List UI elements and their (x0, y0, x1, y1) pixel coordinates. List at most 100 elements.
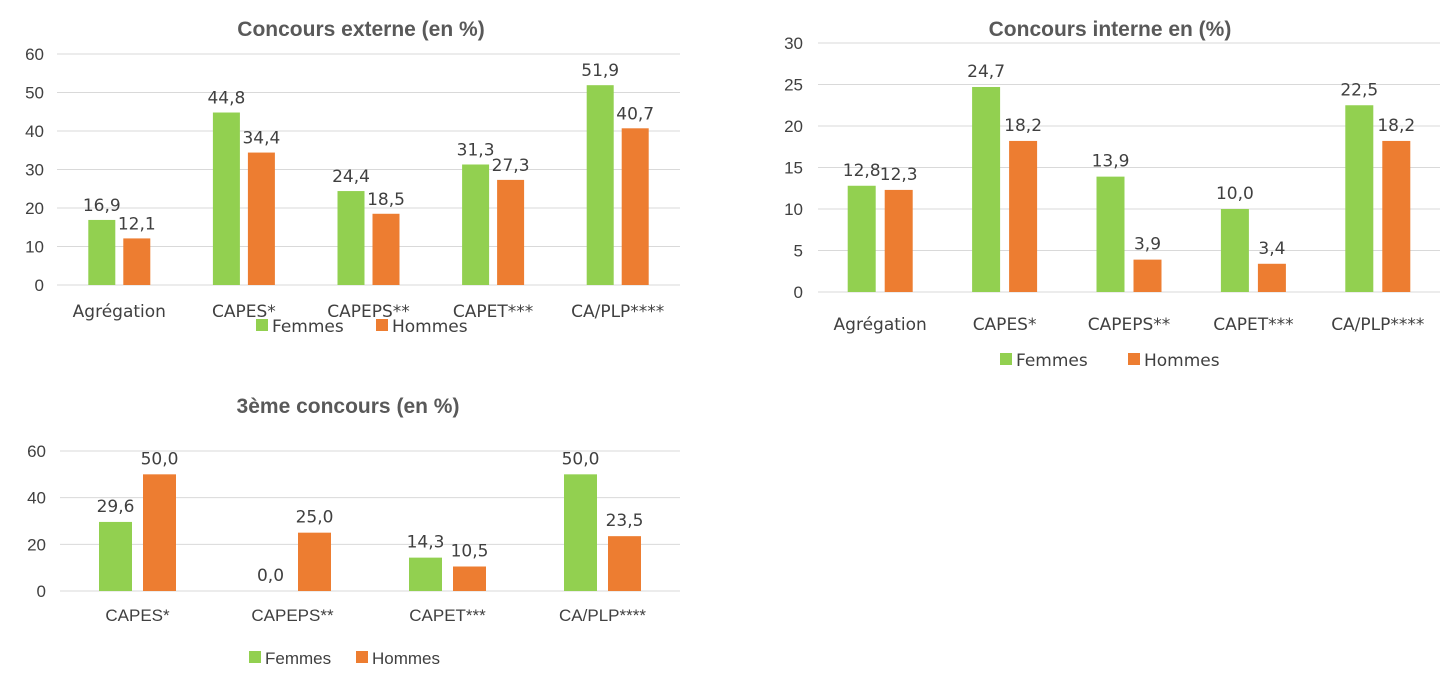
bar-hommes (1382, 140, 1411, 292)
bar-femmes (212, 112, 240, 286)
data-label: 13,9 (1092, 152, 1130, 172)
data-label: 29,6 (97, 497, 135, 517)
x-category-label: CAPES* (105, 606, 170, 625)
y-tick-label: 50 (25, 84, 44, 103)
x-category-label: CAPEPS** (251, 606, 334, 625)
bar-hommes (884, 189, 913, 292)
bar-femmes (564, 474, 597, 591)
chart-1: Concours externe (en %) 0 10 20 30 40 50 60 Agré… (25, 18, 680, 337)
bar-femmes (847, 185, 876, 292)
data-label: 10,5 (451, 542, 489, 562)
bar-femmes (99, 521, 132, 591)
y-tick-label: 60 (27, 442, 46, 461)
data-label: 18,2 (1377, 116, 1415, 136)
chart-title: 3ème concours (en %) (237, 395, 460, 418)
y-tick-label: 0 (35, 276, 44, 295)
data-label: 18,2 (1004, 116, 1042, 136)
legend-label-femmes: Femmes (272, 317, 344, 337)
bar-femmes (337, 191, 365, 285)
legend-swatch-femmes (1000, 353, 1012, 365)
bar-hommes (1133, 259, 1162, 292)
legend-label-hommes: Hommes (1144, 351, 1220, 371)
data-label: 12,1 (118, 214, 156, 234)
x-category-label: CAPES* (212, 302, 276, 322)
bar-femmes (462, 164, 490, 285)
bar-femmes (972, 86, 1001, 293)
legend-swatch-femmes (249, 651, 261, 663)
bar-femmes (1220, 209, 1249, 292)
data-label: 3,4 (1258, 239, 1285, 259)
bar-hommes (621, 128, 649, 285)
bar-femmes (586, 85, 614, 285)
data-label: 50,0 (141, 449, 179, 469)
data-label: 51,9 (581, 61, 619, 81)
bar-hommes (247, 152, 275, 285)
x-category-label: CA/PLP**** (571, 302, 664, 322)
legend-label-femmes: Femmes (265, 649, 331, 668)
y-tick-label: 60 (25, 45, 44, 64)
data-label: 16,9 (83, 196, 121, 216)
bar-hommes (143, 474, 176, 591)
y-tick-label: 5 (794, 242, 803, 261)
data-label: 10,0 (1216, 184, 1254, 204)
y-tick-label: 25 (784, 76, 803, 95)
data-label: 31,3 (457, 140, 495, 160)
legend-label-hommes: Hommes (372, 649, 440, 668)
data-label: 18,5 (367, 190, 405, 210)
chart-3: 3ème concours (en %) 0 20 40 60 CAPES* 29,6 50,… (27, 395, 680, 668)
data-label: 25,0 (296, 508, 334, 528)
bar-femmes (88, 219, 116, 285)
data-label: 50,0 (562, 449, 600, 469)
data-label: 24,7 (967, 62, 1005, 82)
y-tick-label: 40 (25, 122, 44, 141)
data-label: 24,4 (332, 167, 370, 187)
chart-title: Concours interne en (%) (989, 18, 1232, 41)
y-tick-label: 20 (27, 535, 46, 554)
data-label: 44,8 (207, 89, 245, 109)
data-label: 40,7 (616, 104, 654, 124)
y-tick-label: 30 (25, 161, 44, 180)
x-category-label: Agrégation (73, 302, 166, 322)
legend-label-hommes: Hommes (392, 317, 468, 337)
y-tick-label: 0 (37, 582, 46, 601)
data-label: 14,3 (407, 533, 445, 553)
bar-hommes (608, 536, 641, 591)
chart-title: Concours externe (en %) (237, 18, 484, 41)
x-category-label: CAPET*** (453, 302, 533, 322)
x-category-label: CA/PLP**** (1331, 315, 1424, 335)
y-tick-label: 10 (25, 238, 44, 257)
legend-swatch-femmes (256, 319, 268, 331)
y-tick-label: 20 (25, 199, 44, 218)
y-tick-label: 0 (794, 283, 803, 302)
chart-2: Concours interne en (%) 0 5 10 15 20 25 30 Agrég… (784, 18, 1440, 371)
bar-hommes (1009, 140, 1038, 292)
data-label: 27,3 (492, 156, 530, 176)
bar-hommes (372, 213, 400, 285)
bar-femmes (1345, 105, 1374, 292)
data-label: 23,5 (606, 511, 644, 531)
bar-hommes (123, 238, 151, 285)
x-category-label: CA/PLP**** (559, 606, 646, 625)
legend-label-femmes: Femmes (1016, 351, 1088, 371)
y-tick-label: 15 (784, 159, 803, 178)
data-label: 12,8 (843, 161, 881, 181)
bar-femmes (409, 557, 442, 591)
x-category-label: Agrégation (834, 315, 927, 335)
y-tick-label: 30 (784, 34, 803, 53)
data-label: 22,5 (1340, 80, 1378, 100)
bar-femmes (1096, 176, 1125, 292)
bar-hommes (453, 566, 486, 591)
x-category-label: CAPEPS** (327, 302, 410, 322)
legend-swatch-hommes (376, 319, 388, 331)
data-label: 12,3 (880, 165, 918, 185)
y-tick-label: 10 (784, 200, 803, 219)
x-category-label: CAPET*** (409, 606, 486, 625)
legend-swatch-hommes (356, 651, 368, 663)
legend-swatch-hommes (1128, 353, 1140, 365)
y-tick-label: 40 (27, 489, 46, 508)
y-tick-label: 20 (784, 117, 803, 136)
bar-hommes (1257, 263, 1286, 292)
data-label: 3,9 (1134, 235, 1161, 255)
bar-hommes (497, 179, 525, 285)
